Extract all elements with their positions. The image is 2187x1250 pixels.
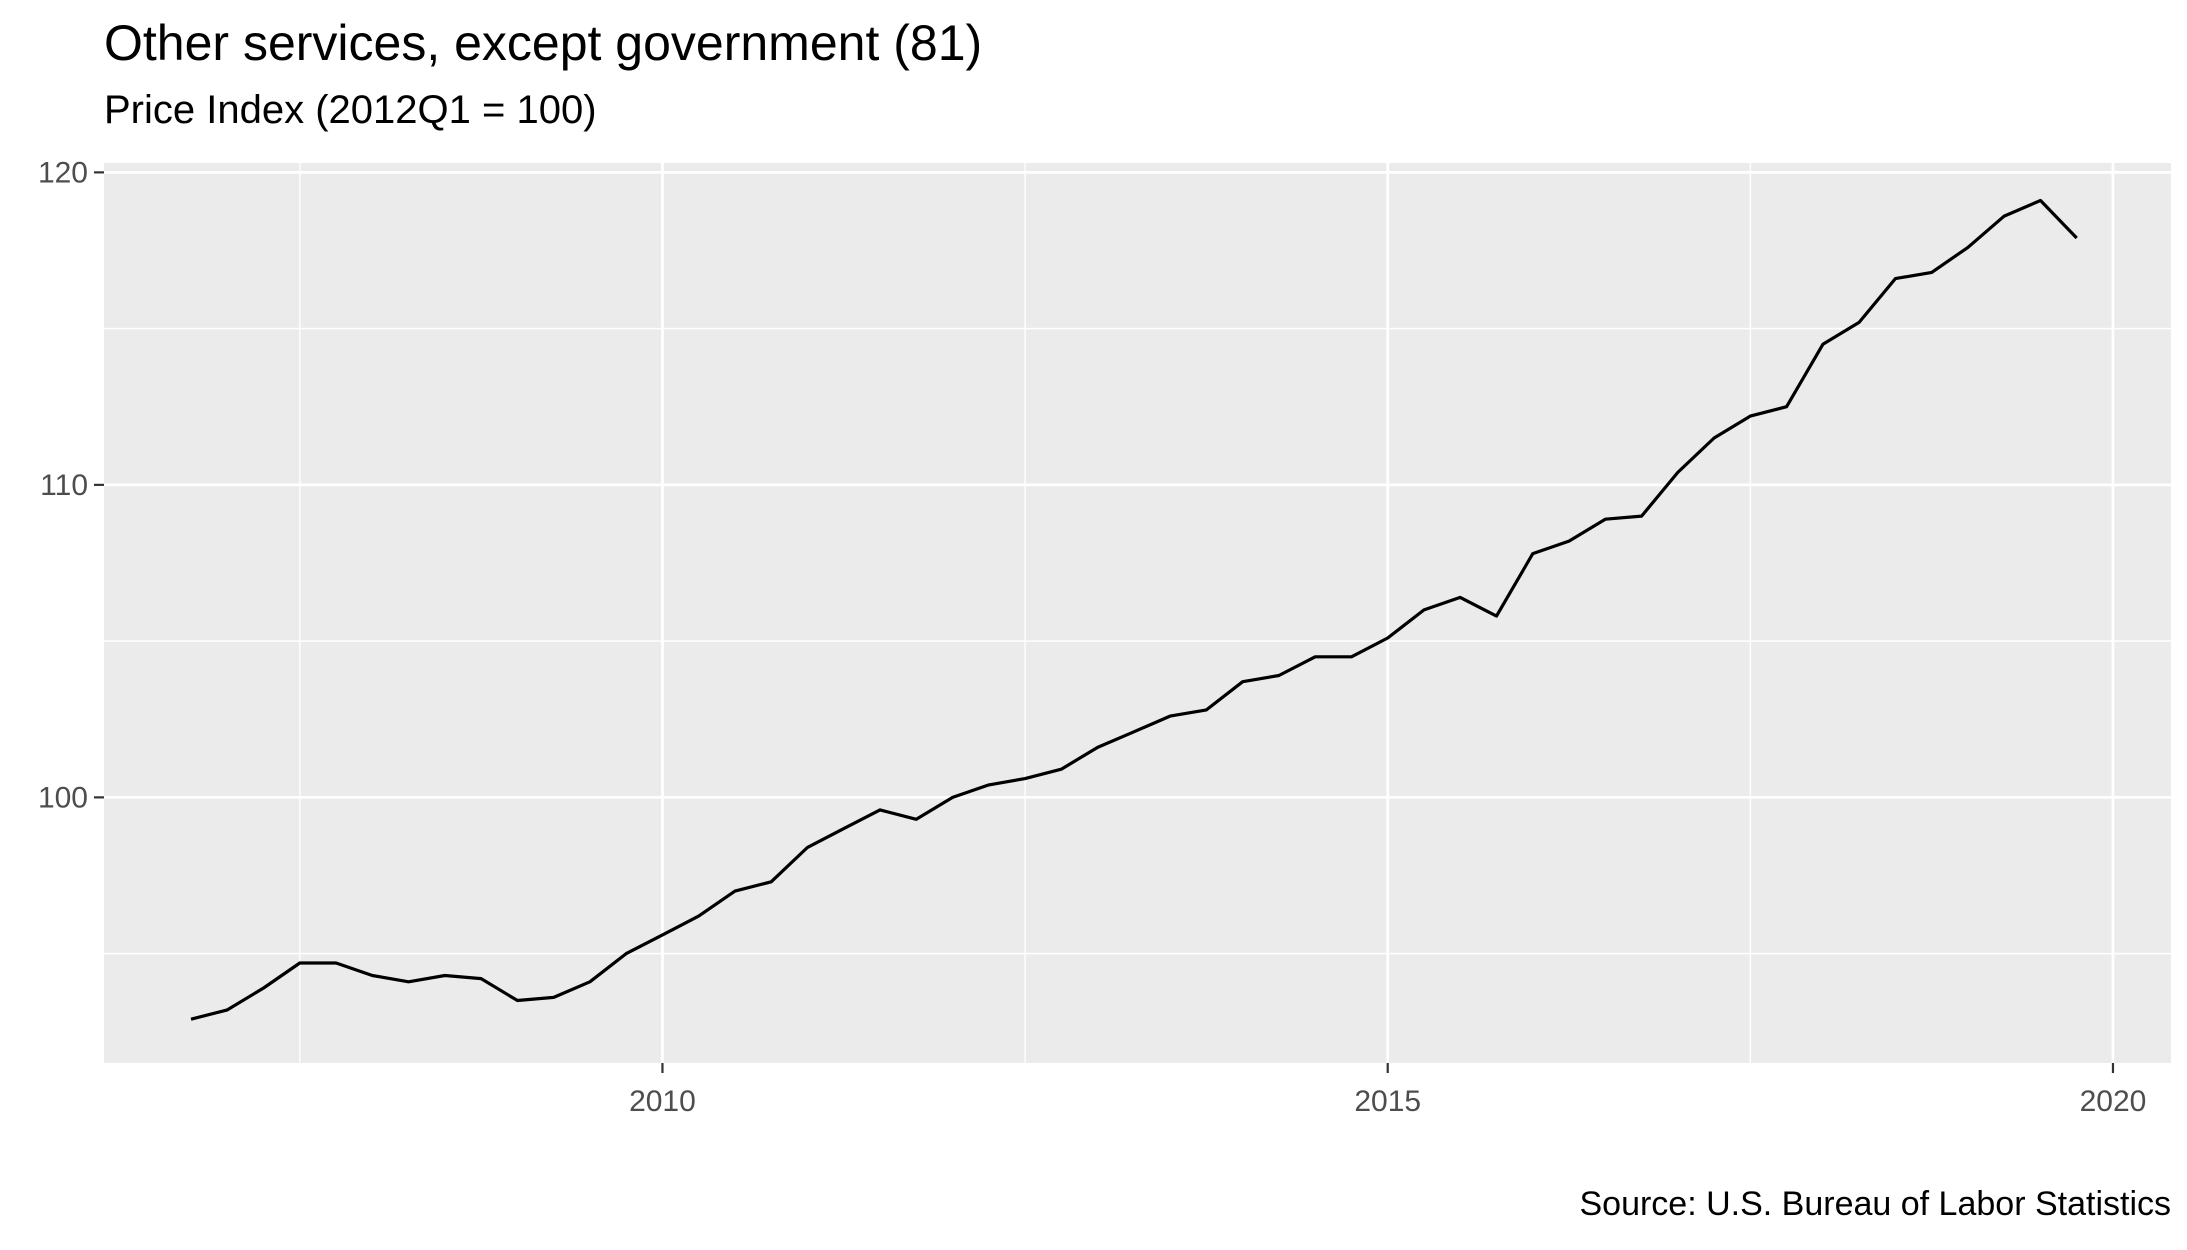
- x-tick-label: 2020: [2080, 1085, 2147, 1118]
- chart-caption: Source: U.S. Bureau of Labor Statistics: [1579, 1185, 2171, 1223]
- x-tick-label: 2015: [1354, 1085, 1421, 1118]
- y-tick-label: 110: [40, 469, 88, 502]
- plot-panel: [104, 163, 2171, 1063]
- y-tick-label: 100: [38, 781, 88, 814]
- major-gridlines: [104, 163, 2171, 1063]
- series-layer: [190, 198, 2078, 1021]
- y-tick-label: 120: [38, 156, 88, 189]
- chart-title: Other services, except government (81): [104, 15, 983, 71]
- chart-subtitle: Price Index (2012Q1 = 100): [104, 88, 597, 132]
- axis-layer: 2010 2015 2020 100 110 120: [38, 156, 2146, 1118]
- series-line-0: [190, 198, 2078, 1021]
- x-tick-label: 2010: [629, 1085, 696, 1118]
- minor-gridlines: [104, 163, 2171, 1063]
